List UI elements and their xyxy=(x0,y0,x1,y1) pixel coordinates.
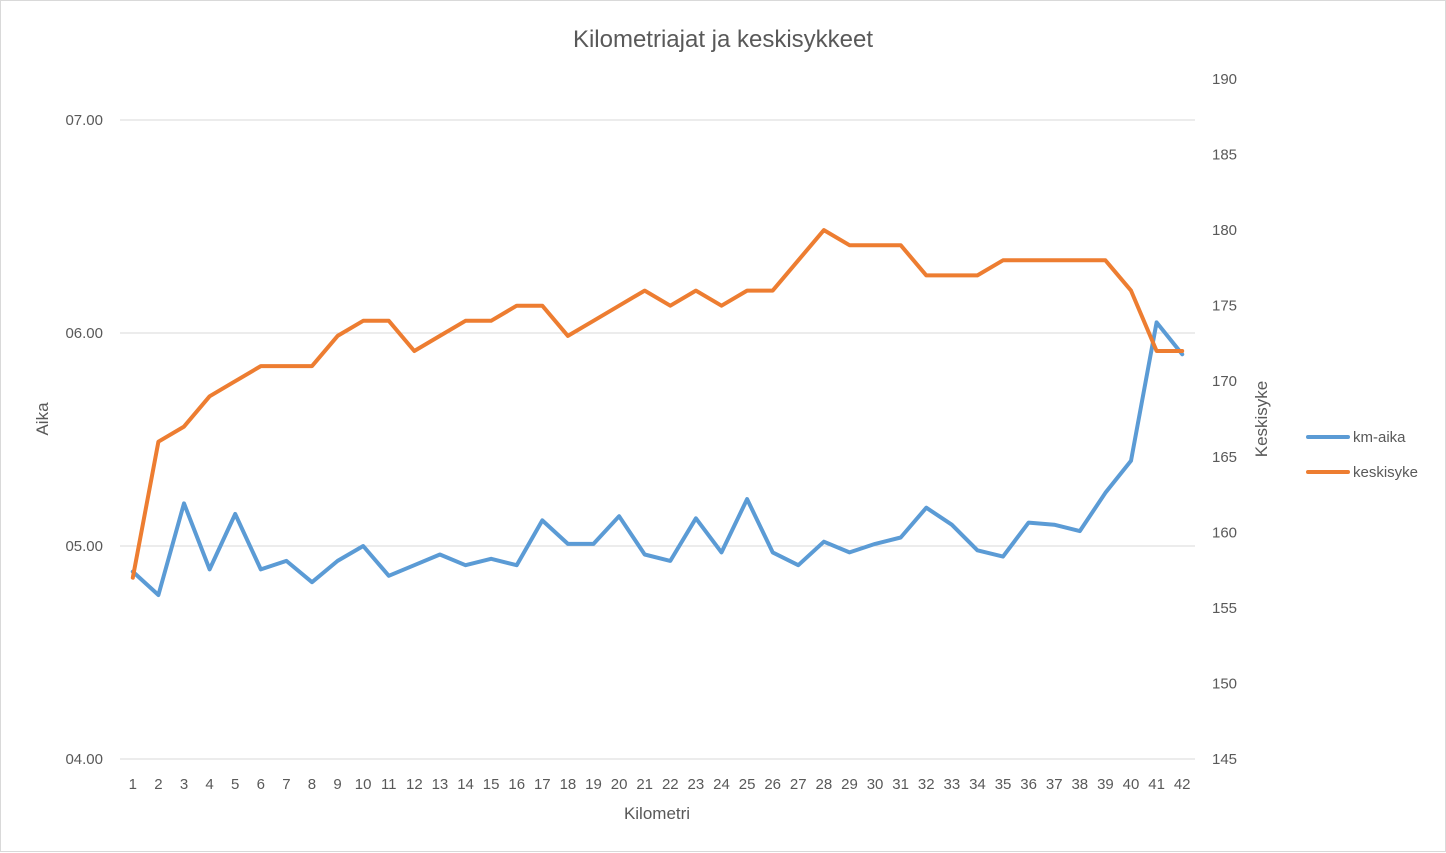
x-tick-label: 10 xyxy=(355,776,372,793)
x-axis-title: Kilometri xyxy=(624,804,690,823)
legend: km-aika keskisyke xyxy=(1306,429,1418,481)
x-tick-label: 13 xyxy=(432,776,449,793)
y2-tick-label: 165 xyxy=(1212,449,1237,466)
x-tick-label: 1 xyxy=(129,776,137,793)
y-tick-label: 06.00 xyxy=(65,325,103,342)
y-axis-title: Aika xyxy=(33,402,52,436)
y2-tick-label: 145 xyxy=(1212,751,1237,768)
x-tick-label: 29 xyxy=(841,776,858,793)
gridlines xyxy=(120,119,1195,760)
x-tick-label: 6 xyxy=(257,776,265,793)
x-tick-label: 28 xyxy=(816,776,833,793)
series-line-keskisyke xyxy=(130,228,1185,580)
x-tick-label: 17 xyxy=(534,776,551,793)
y2-axis-title: Keskisyke xyxy=(1252,381,1271,458)
x-tick-label: 21 xyxy=(636,776,653,793)
y2-tick-label: 175 xyxy=(1212,298,1237,315)
x-tick-label: 27 xyxy=(790,776,807,793)
x-tick-label: 34 xyxy=(969,776,986,793)
x-tick-label: 18 xyxy=(560,776,577,793)
x-tick-label: 9 xyxy=(333,776,341,793)
y-axis-right-ticks: 145 150 155 160 165 170 175 180 185 190 xyxy=(1212,71,1237,768)
x-tick-label: 12 xyxy=(406,776,423,793)
y2-tick-label: 150 xyxy=(1212,675,1237,692)
x-tick-label: 2 xyxy=(154,776,162,793)
x-tick-label: 26 xyxy=(764,776,781,793)
x-tick-label: 41 xyxy=(1148,776,1165,793)
y2-tick-label: 180 xyxy=(1212,222,1237,239)
legend-label-keskisyke: keskisyke xyxy=(1353,464,1418,481)
x-tick-label: 36 xyxy=(1020,776,1037,793)
y2-tick-label: 170 xyxy=(1212,373,1237,390)
x-tick-label: 16 xyxy=(508,776,525,793)
x-tick-label: 4 xyxy=(205,776,213,793)
x-tick-label: 5 xyxy=(231,776,239,793)
x-tick-label: 40 xyxy=(1123,776,1140,793)
x-tick-label: 30 xyxy=(867,776,884,793)
x-tick-label: 15 xyxy=(483,776,500,793)
y-tick-label: 07.00 xyxy=(65,112,103,129)
x-tick-label: 19 xyxy=(585,776,602,793)
x-tick-label: 8 xyxy=(308,776,316,793)
x-tick-label: 35 xyxy=(995,776,1012,793)
x-tick-label: 37 xyxy=(1046,776,1063,793)
x-tick-label: 39 xyxy=(1097,776,1114,793)
series-lines xyxy=(130,228,1185,597)
x-tick-label: 14 xyxy=(457,776,474,793)
y-tick-label: 05.00 xyxy=(65,538,103,555)
y2-tick-label: 155 xyxy=(1212,600,1237,617)
x-tick-label: 7 xyxy=(282,776,290,793)
series-line-km-aika xyxy=(130,320,1185,597)
x-tick-label: 11 xyxy=(381,776,397,793)
legend-label-km-aika: km-aika xyxy=(1353,429,1406,446)
x-tick-label: 38 xyxy=(1071,776,1088,793)
x-tick-label: 24 xyxy=(713,776,730,793)
y-axis-left-ticks: 04.00 05.00 06.00 07.00 xyxy=(65,112,103,768)
x-tick-label: 25 xyxy=(739,776,756,793)
x-tick-label: 20 xyxy=(611,776,628,793)
x-axis-ticks: 1 2 3 4 5 6 7 8 9 10 11 12 13 14 15 16 17 18 19 20 21 22 23 24 2… xyxy=(129,776,1191,793)
x-tick-label: 3 xyxy=(180,776,188,793)
y2-tick-label: 190 xyxy=(1212,71,1237,88)
y-tick-label: 04.00 xyxy=(65,751,103,768)
x-tick-label: 23 xyxy=(688,776,705,793)
x-tick-label: 32 xyxy=(918,776,935,793)
chart-title: Kilometriajat ja keskisykkeet xyxy=(573,26,873,53)
y2-tick-label: 185 xyxy=(1212,147,1237,164)
x-tick-label: 31 xyxy=(892,776,909,793)
x-tick-label: 33 xyxy=(944,776,961,793)
y2-tick-label: 160 xyxy=(1212,524,1237,541)
x-tick-label: 22 xyxy=(662,776,679,793)
x-tick-label: 42 xyxy=(1174,776,1191,793)
